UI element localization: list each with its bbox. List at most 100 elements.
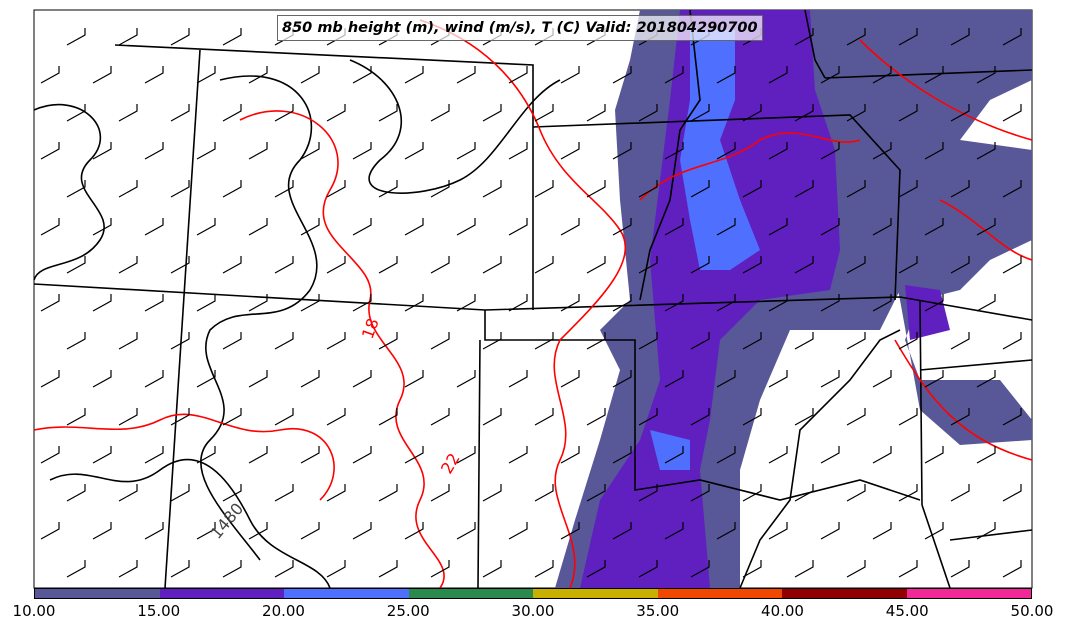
wind-barb	[248, 370, 268, 388]
wind-barb	[430, 560, 450, 578]
wind-barb	[170, 484, 190, 502]
colorbar-segment	[284, 589, 409, 598]
wind-barb	[274, 560, 294, 578]
wind-barb	[274, 180, 294, 198]
wind-barb	[976, 66, 996, 84]
wind-barb	[716, 294, 736, 312]
wind-barb	[300, 522, 320, 540]
wind-barb	[378, 408, 398, 426]
wind-barb	[534, 560, 554, 578]
wind-barb	[950, 28, 970, 46]
wind-barb	[352, 522, 372, 540]
wind-barb	[404, 370, 424, 388]
wind-barb	[950, 332, 970, 350]
wind-barb	[924, 218, 944, 236]
wind-barb	[612, 218, 632, 236]
wind-barb	[898, 408, 918, 426]
wind-barb	[170, 332, 190, 350]
wind-barb	[820, 142, 840, 160]
wind-barb	[742, 484, 762, 502]
wind-barb	[586, 256, 606, 274]
wind-barb	[612, 294, 632, 312]
wind-barb	[456, 218, 476, 236]
wind-barb	[768, 218, 788, 236]
wind-barb	[326, 484, 346, 502]
wind-barb	[638, 408, 658, 426]
wind-barb	[300, 446, 320, 464]
wind-barb	[222, 332, 242, 350]
wind-barb	[768, 370, 788, 388]
wind-barb	[456, 446, 476, 464]
wind-barb	[508, 446, 528, 464]
wind-barb	[222, 104, 242, 122]
wind-barb	[170, 180, 190, 198]
wind-barb	[820, 294, 840, 312]
wind-barb	[1002, 484, 1022, 502]
wind-barb	[274, 104, 294, 122]
wind-barb	[352, 446, 372, 464]
wind-barb	[872, 446, 892, 464]
wind-barb	[690, 484, 710, 502]
wind-barb	[118, 180, 138, 198]
wind-barb	[326, 180, 346, 198]
wind-barb	[1002, 28, 1022, 46]
wind-barb	[976, 522, 996, 540]
wind-barb	[274, 408, 294, 426]
wind-barb	[716, 142, 736, 160]
wind-barb	[1002, 560, 1022, 578]
wind-barb	[170, 560, 190, 578]
wind-barb	[118, 28, 138, 46]
wind-barb	[1002, 104, 1022, 122]
wind-barb	[534, 256, 554, 274]
wind-speed-shading	[555, 10, 1032, 588]
wind-barb	[248, 66, 268, 84]
wind-barb	[846, 28, 866, 46]
wind-barb	[248, 218, 268, 236]
colorbar-tick-label: 35.00	[636, 602, 680, 620]
wind-barb	[742, 408, 762, 426]
wind-barb	[664, 370, 684, 388]
wind-barb	[794, 560, 814, 578]
wind-barb	[534, 104, 554, 122]
wind-barb	[690, 104, 710, 122]
wind-barb	[638, 560, 658, 578]
wind-barb	[950, 560, 970, 578]
wind-barb	[820, 522, 840, 540]
wind-barb	[794, 28, 814, 46]
wind-barb	[742, 180, 762, 198]
wind-barb	[898, 484, 918, 502]
wind-barb	[612, 142, 632, 160]
wind-barb	[716, 370, 736, 388]
wind-barb	[976, 218, 996, 236]
wind-barb	[768, 522, 788, 540]
wind-barb	[1002, 180, 1022, 198]
wind-barb	[248, 294, 268, 312]
wind-barb	[274, 484, 294, 502]
colorbar-tick-label: 40.00	[761, 602, 804, 620]
wind-barb	[534, 332, 554, 350]
wind-barb	[196, 446, 216, 464]
wind-barb	[66, 408, 86, 426]
wind-barb	[482, 332, 502, 350]
wind-barb	[430, 332, 450, 350]
wind-barb	[638, 484, 658, 502]
wind-barb	[794, 332, 814, 350]
wind-barb	[144, 446, 164, 464]
wind-barb	[586, 332, 606, 350]
wind-barb	[196, 218, 216, 236]
colorbar-segment	[906, 589, 1031, 598]
wind-barb	[352, 370, 372, 388]
wind-barb	[222, 28, 242, 46]
map-title: 850 mb height (m), wind (m/s), T (C) Val…	[277, 15, 763, 41]
wind-barb	[560, 370, 580, 388]
wind-barb	[144, 218, 164, 236]
wind-barb	[534, 484, 554, 502]
wind-barb	[924, 294, 944, 312]
wind-barb	[66, 180, 86, 198]
wind-barb	[430, 180, 450, 198]
wind-barb	[872, 294, 892, 312]
wind-barb	[612, 370, 632, 388]
wind-barb	[222, 180, 242, 198]
colorbar-segment	[782, 589, 907, 598]
wind-barb	[378, 180, 398, 198]
